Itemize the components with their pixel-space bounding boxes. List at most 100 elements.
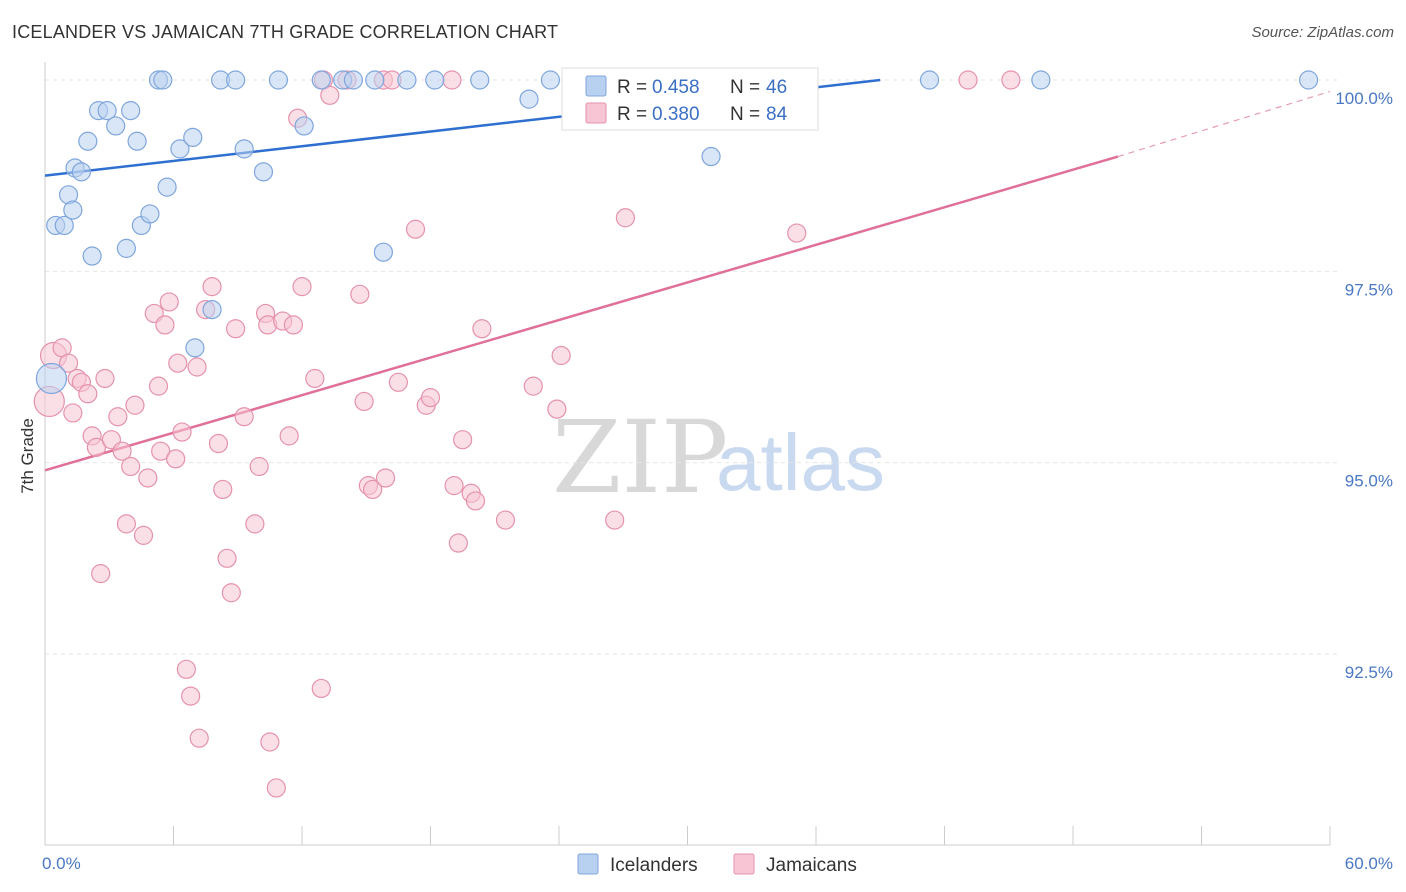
legend-r-value-icelanders: 0.458 (652, 77, 700, 98)
jamaican-point (189, 728, 209, 748)
legend-swatch-icelanders (585, 75, 607, 97)
x-tick-label-min: 0.0% (42, 854, 81, 873)
grid-lines (45, 79, 1340, 655)
jamaican-point (472, 319, 492, 339)
legend-n-label-icelanders: N = (730, 77, 760, 98)
jamaican-trend-line (44, 155, 1119, 472)
jamaican-point (453, 430, 473, 450)
icelander-point (127, 131, 147, 151)
icelander-point (157, 177, 177, 197)
jamaican-point (166, 449, 186, 469)
jamaican-point (108, 407, 128, 427)
x-tick-label-max: 60.0% (1345, 854, 1393, 873)
legend-n-value-jamaicans: 84 (766, 104, 788, 125)
y-tick-label: 97.5% (1345, 280, 1393, 299)
bottom-legend-label-icelanders: Icelanders (610, 855, 698, 876)
jamaican-point (305, 368, 325, 389)
jamaican-point (125, 395, 145, 415)
jamaican-point (116, 514, 136, 534)
jamaican-point (495, 510, 516, 530)
watermark: ZIP atlas (552, 399, 885, 516)
icelander-point (253, 162, 274, 182)
jamaican-point (202, 277, 222, 297)
jamaican-point (787, 223, 807, 243)
icelander-point (97, 101, 117, 121)
jamaican-point (58, 353, 79, 373)
jamaican-point (551, 345, 571, 366)
bottom-legend: Icelanders Jamaicans (577, 853, 857, 876)
jamaican-point (172, 422, 192, 442)
jamaican-point (266, 778, 286, 798)
icelander-point (311, 70, 331, 90)
legend-swatch-jamaicans (585, 102, 607, 124)
icelander-point (63, 200, 83, 220)
icelander-point (234, 139, 254, 159)
legend-n-label-jamaicans: N = (730, 104, 760, 125)
jamaican-point (605, 510, 625, 530)
icelander-point (121, 101, 141, 121)
jamaican-point (245, 514, 265, 534)
y-tick-label: 92.5% (1345, 663, 1393, 682)
icelander-point (1031, 70, 1051, 90)
jamaican-point (283, 315, 304, 335)
jamaican-point (133, 525, 154, 545)
jamaican-point (187, 357, 207, 377)
icelander-point (1298, 70, 1319, 90)
jamaican-point (279, 426, 299, 446)
icelander-point (919, 70, 940, 90)
y-tick-label: 95.0% (1345, 472, 1393, 491)
jamaican-point (159, 292, 179, 312)
jamaican-point (523, 376, 543, 396)
jamaican-point (226, 319, 246, 339)
icelander-point (343, 70, 363, 90)
icelander-point (54, 215, 74, 236)
jamaican-point (615, 208, 635, 228)
x-tick-labels: 0.0% 60.0% (42, 854, 1393, 873)
icelander-point (170, 139, 190, 159)
data-points (33, 70, 1319, 798)
jamaican-point (420, 388, 441, 408)
jamaican-point (78, 384, 98, 404)
legend-r-value-jamaicans: 0.380 (652, 104, 700, 125)
icelander-point (153, 70, 173, 90)
icelander-point (519, 89, 539, 109)
jamaican-trend-extension (1117, 90, 1331, 158)
icelander-point (226, 70, 246, 90)
icelander-point (540, 70, 561, 90)
jamaican-point (547, 399, 567, 419)
jamaican-point (354, 391, 374, 412)
jamaican-point (112, 441, 132, 461)
icelander-point (185, 338, 205, 358)
jamaican-point (363, 479, 383, 500)
watermark-zip: ZIP (552, 399, 728, 516)
jamaican-point (448, 533, 468, 553)
jamaican-point (121, 456, 141, 477)
jamaican-point (95, 368, 115, 389)
icelander-point (294, 116, 314, 136)
legend-box: R = 0.458 N = 46 R = 0.380 N = 84 (561, 67, 819, 131)
chart-title: ICELANDER VS JAMAICAN 7TH GRADE CORRELAT… (12, 22, 559, 42)
icelander-point (202, 300, 222, 320)
jamaican-point (249, 456, 269, 477)
legend-r-label-icelanders: R = (617, 77, 647, 98)
jamaican-point (320, 85, 340, 105)
jamaican-point (138, 468, 158, 488)
icelander-point (397, 70, 417, 90)
jamaican-point (221, 583, 241, 603)
icelander-point (183, 127, 203, 147)
jamaican-point (234, 407, 254, 427)
jamaican-point (151, 441, 171, 461)
icelander-point (425, 70, 445, 90)
jamaican-point (168, 353, 188, 373)
jamaican-point (375, 468, 396, 488)
jamaican-point (442, 70, 462, 90)
y-tick-label: 100.0% (1335, 89, 1393, 108)
jamaican-point (148, 376, 169, 396)
axes (44, 62, 1331, 846)
icelander-point (71, 162, 92, 182)
jamaican-point (388, 372, 408, 392)
icelander-point (106, 116, 126, 136)
icelander-point (365, 70, 385, 90)
legend-r-label-jamaicans: R = (617, 104, 647, 125)
jamaican-point (1001, 70, 1021, 90)
